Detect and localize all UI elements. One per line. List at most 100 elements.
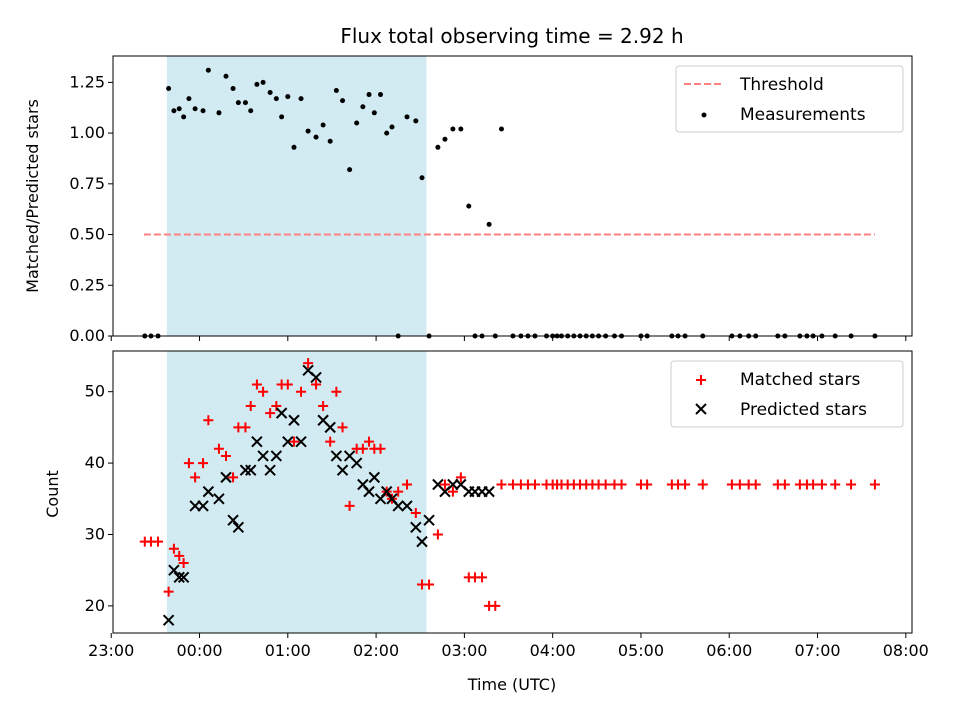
matched-point-68 xyxy=(600,479,611,490)
matched-point-50 xyxy=(477,572,488,583)
predicted-point-13 xyxy=(251,435,263,448)
x-tick-label-4: 03:00 xyxy=(441,641,487,660)
predicted-point-8 xyxy=(220,471,232,484)
predicted-point-0 xyxy=(162,614,175,626)
legend-matched-swatch xyxy=(696,375,706,385)
x-tick-label-9: 08:00 xyxy=(883,641,929,660)
legend-matched-label: Matched stars xyxy=(740,370,860,390)
measurement-point-34 xyxy=(366,92,372,98)
bottom-y-tick-label-3: 50 xyxy=(85,382,105,401)
top-y-tick-label-0: 0.00 xyxy=(69,326,105,345)
matched-point-30 xyxy=(337,422,348,433)
measurement-point-28 xyxy=(327,138,333,144)
matched-point-22 xyxy=(282,379,293,390)
measurement-point-31 xyxy=(347,167,353,173)
matched-point-46 xyxy=(447,486,458,497)
measurement-point-11 xyxy=(216,110,222,116)
predicted-point-36 xyxy=(401,500,413,512)
measurement-point-12 xyxy=(223,73,229,79)
matched-point-33 xyxy=(357,443,368,454)
x-tick-label-1: 00:00 xyxy=(176,641,222,660)
top-axes-frame xyxy=(112,55,913,337)
measurement-point-41 xyxy=(413,118,419,124)
matched-point-76 xyxy=(697,479,708,490)
matched-point-29 xyxy=(331,386,342,397)
measurement-point-13 xyxy=(230,85,236,91)
legend-measurements-label: Measurements xyxy=(740,105,866,125)
matched-point-9 xyxy=(198,458,209,469)
matched-point-4 xyxy=(168,543,179,554)
matched-point-20 xyxy=(271,400,282,411)
predicted-point-37 xyxy=(410,521,422,534)
measurement-point-5 xyxy=(176,106,182,112)
bottom-axes-frame xyxy=(112,350,913,634)
measurement-point-51 xyxy=(486,221,492,227)
legend-bottom: Matched stars Predicted stars xyxy=(670,360,904,428)
measurement-point-4 xyxy=(171,108,177,114)
measurement-point-7 xyxy=(186,96,192,102)
measurement-point-44 xyxy=(435,144,441,150)
measurement-point-36 xyxy=(378,92,384,98)
measurement-point-9 xyxy=(200,108,206,114)
x-tick-label-7: 06:00 xyxy=(706,641,752,660)
predicted-point-19 xyxy=(288,414,300,426)
predicted-point-38 xyxy=(416,535,428,548)
matched-point-72 xyxy=(642,479,653,490)
matched-point-25 xyxy=(303,358,314,369)
matched-point-87 xyxy=(830,479,841,490)
measurement-point-26 xyxy=(313,134,319,140)
matched-point-16 xyxy=(245,400,256,411)
matched-point-18 xyxy=(258,386,269,397)
measurement-point-15 xyxy=(242,100,248,106)
measurement-point-3 xyxy=(166,85,172,91)
matched-point-82 xyxy=(779,479,790,490)
matched-point-43 xyxy=(424,579,435,590)
matched-point-88 xyxy=(846,479,857,490)
top-highlight-span xyxy=(166,56,427,336)
bottom-y-tick-label-0: 20 xyxy=(85,596,105,615)
matched-point-44 xyxy=(432,529,443,540)
predicted-point-7 xyxy=(213,493,225,505)
matched-point-24 xyxy=(296,386,307,397)
predicted-point-25 xyxy=(330,450,343,462)
matched-point-27 xyxy=(318,400,329,411)
matched-point-10 xyxy=(203,415,214,426)
legend-top: Threshold Measurements xyxy=(675,65,904,133)
x-tick-label-6: 05:00 xyxy=(618,641,664,660)
measurement-point-22 xyxy=(285,94,291,100)
legend-measurements-swatch xyxy=(701,112,707,118)
matched-point-31 xyxy=(344,500,355,511)
predicted-point-18 xyxy=(282,435,294,448)
measurement-point-6 xyxy=(181,114,187,120)
matched-point-6 xyxy=(178,558,189,569)
x-tick-label-8: 07:00 xyxy=(794,641,840,660)
measurement-point-17 xyxy=(254,81,260,87)
matched-point-13 xyxy=(228,472,239,483)
measurement-point-19 xyxy=(267,90,273,96)
matched-point-3 xyxy=(163,586,174,597)
x-tick-label-3: 02:00 xyxy=(353,641,399,660)
predicted-point-35 xyxy=(392,500,404,512)
measurement-point-21 xyxy=(279,114,285,120)
measurement-point-53 xyxy=(498,126,504,132)
measurement-point-8 xyxy=(192,106,198,112)
bottom-y-tick-label-2: 40 xyxy=(85,453,105,472)
predicted-point-26 xyxy=(336,464,349,476)
matched-point-34 xyxy=(364,436,375,447)
top-y-tick-label-3: 0.75 xyxy=(69,174,105,193)
measurement-point-35 xyxy=(371,110,377,116)
measurement-point-16 xyxy=(248,108,254,114)
measurement-point-20 xyxy=(273,96,279,102)
measurement-point-48 xyxy=(466,203,472,209)
matched-point-11 xyxy=(213,443,224,454)
measurement-point-27 xyxy=(320,122,326,128)
measurement-point-18 xyxy=(260,79,266,85)
measurement-point-24 xyxy=(298,96,304,102)
matched-point-7 xyxy=(183,458,194,469)
matched-point-57 xyxy=(530,479,541,490)
measurement-point-10 xyxy=(205,67,211,73)
matched-point-80 xyxy=(750,479,761,490)
predicted-point-31 xyxy=(368,471,381,484)
matched-point-26 xyxy=(311,379,322,390)
